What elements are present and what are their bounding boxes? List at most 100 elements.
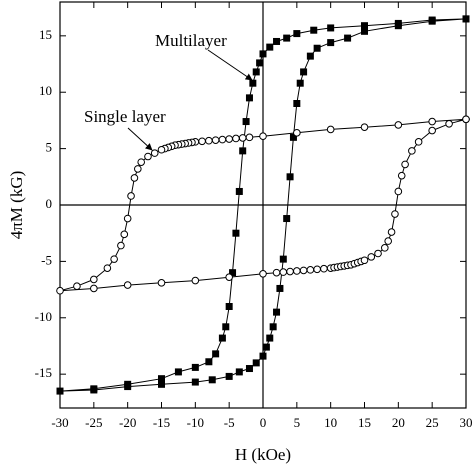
- data-point: [90, 275, 98, 284]
- data-point: [279, 255, 287, 263]
- data-point: [205, 136, 213, 145]
- data-point: [90, 386, 98, 394]
- data-point: [249, 79, 257, 87]
- data-point: [120, 230, 129, 239]
- data-point: [300, 68, 308, 76]
- data-point: [191, 363, 199, 371]
- data-point: [381, 244, 389, 252]
- data-point: [134, 165, 142, 173]
- data-point: [218, 135, 227, 144]
- data-point: [218, 334, 226, 342]
- data-point: [235, 187, 243, 195]
- x-tick-label: 15: [358, 415, 371, 430]
- data-point: [327, 24, 335, 32]
- data-point: [157, 279, 166, 287]
- data-point: [229, 269, 237, 277]
- data-point: [397, 171, 406, 180]
- data-point: [414, 138, 423, 146]
- data-point: [174, 368, 182, 376]
- data-point: [310, 26, 318, 34]
- data-point: [428, 126, 436, 135]
- data-point: [208, 376, 216, 384]
- data-point: [326, 125, 335, 134]
- data-point: [289, 133, 297, 141]
- x-tick-label: 5: [294, 415, 301, 430]
- data-point: [384, 237, 392, 245]
- data-point: [110, 255, 118, 263]
- data-point: [272, 268, 281, 277]
- data-point: [266, 43, 274, 51]
- data-point: [283, 34, 291, 42]
- data-point: [117, 241, 125, 250]
- data-point: [408, 147, 416, 155]
- y-tick-label: -15: [35, 365, 52, 380]
- data-point: [225, 273, 233, 281]
- x-tick-label: -25: [85, 415, 102, 430]
- data-point: [222, 323, 230, 331]
- x-tick-label: 0: [260, 415, 267, 430]
- data-point: [225, 303, 233, 310]
- data-point: [394, 22, 402, 30]
- y-tick-label: 5: [46, 140, 53, 155]
- data-point: [239, 147, 247, 155]
- data-point: [225, 372, 233, 380]
- data-point: [293, 267, 301, 275]
- data-point: [259, 50, 267, 58]
- data-point: [245, 94, 253, 102]
- data-point: [391, 210, 399, 218]
- data-point: [428, 117, 436, 126]
- data-point: [401, 160, 409, 169]
- y-tick-label: -10: [35, 309, 52, 324]
- x-tick-label: -5: [224, 415, 235, 430]
- data-point: [123, 281, 132, 289]
- data-point: [262, 343, 270, 351]
- data-point: [259, 352, 267, 360]
- data-point: [103, 264, 112, 272]
- series-annotation: Single layer: [84, 107, 166, 126]
- data-point: [73, 282, 81, 291]
- data-point: [205, 358, 213, 366]
- data-point: [252, 68, 260, 76]
- y-tick-label: 10: [39, 83, 52, 98]
- data-point: [320, 264, 328, 273]
- data-point: [286, 173, 294, 181]
- data-point: [299, 266, 308, 275]
- data-point: [360, 256, 369, 265]
- data-point: [191, 276, 200, 285]
- data-point: [137, 158, 145, 166]
- data-point: [235, 368, 243, 376]
- data-point: [158, 375, 165, 383]
- data-point: [56, 286, 64, 295]
- data-point: [293, 129, 301, 137]
- x-tick-label: 20: [392, 415, 405, 430]
- series-annotation: Multilayer: [155, 31, 227, 50]
- data-point: [296, 79, 304, 87]
- data-point: [259, 269, 267, 278]
- data-point: [462, 115, 470, 124]
- data-point: [158, 380, 165, 388]
- data-point: [266, 334, 274, 342]
- data-point: [394, 187, 403, 196]
- data-point: [259, 132, 267, 141]
- data-point: [150, 149, 159, 157]
- data-point: [374, 249, 382, 258]
- x-tick-label: 10: [324, 415, 337, 430]
- x-axis-label: H (kOe): [235, 445, 291, 464]
- data-point: [56, 387, 64, 395]
- data-point: [242, 118, 250, 126]
- data-point: [225, 135, 233, 143]
- data-point: [232, 134, 240, 143]
- data-point: [344, 34, 352, 42]
- data-point: [212, 350, 220, 358]
- data-point: [313, 265, 321, 274]
- data-point: [293, 100, 301, 107]
- data-point: [327, 39, 335, 47]
- data-point: [428, 17, 436, 25]
- y-tick-label: 15: [39, 27, 52, 42]
- annotation-arrow: [127, 127, 153, 151]
- data-point: [445, 120, 453, 128]
- x-tick-label: 25: [426, 415, 439, 430]
- data-point: [198, 137, 206, 146]
